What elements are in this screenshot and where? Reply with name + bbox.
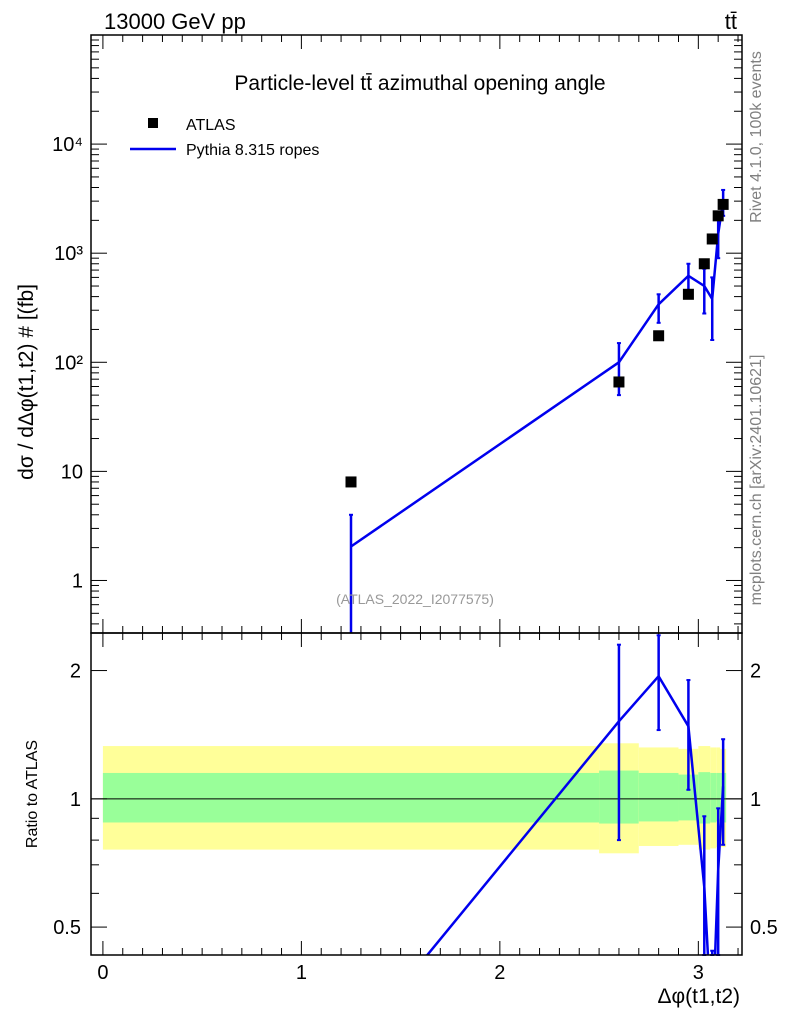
ratio-y-axis-label: Ratio to ATLAS [24, 740, 41, 848]
uncertainty-band-inner [102, 772, 600, 823]
atlas-data-point [613, 376, 625, 388]
main-y-tick-label: 10³ [54, 243, 83, 265]
energy-label: 13000 GeV pp [104, 9, 246, 34]
x-tick-label: 2 [494, 962, 505, 984]
ratio-y-tick-label: 2 [70, 661, 81, 683]
analysis-id: (ATLAS_2022_I2077575) [336, 591, 494, 607]
ratio-y-tick-label: 0.5 [53, 917, 81, 939]
atlas-data-point [698, 258, 710, 270]
atlas-data-point [345, 476, 357, 488]
ratio-panel: 0.5 0.5 1 1 2 2 0 1 2 3 Ratio to ATLAS Δφ(t1,t2) [24, 632, 778, 1008]
legend-label-atlas: ATLAS [186, 117, 236, 134]
main-data [345, 188, 729, 633]
x-tick-label: 3 [693, 962, 704, 984]
atlas-data-point [682, 288, 694, 300]
x-axis-label: Δφ(t1,t2) [658, 985, 741, 1008]
main-y-tick-label: 1 [72, 570, 83, 592]
pythia-line [350, 200, 725, 548]
ratio-frame [90, 632, 743, 956]
ratio-ticks: 0.5 0.5 1 1 2 2 0 1 2 3 [53, 633, 778, 984]
main-y-tick-label: 10 [61, 461, 83, 483]
process-label: tt̄ [725, 9, 737, 34]
atlas-data-point [706, 233, 718, 245]
legend-label-pythia: Pythia 8.315 ropes [186, 142, 319, 159]
atlas-data-point [712, 210, 724, 222]
legend: ATLAS Pythia 8.315 ropes [130, 117, 319, 159]
uncertainty-band-inner [638, 772, 679, 822]
atlas-data-point [653, 330, 665, 342]
source-label: mcplots.cern.ch [arXiv:2401.10621] [748, 355, 765, 606]
uncertainty-band-inner [716, 772, 721, 822]
uncertainty-band-inner [698, 772, 711, 824]
main-title: Particle-level tt̄ azimuthal opening ang… [234, 72, 605, 95]
atlas-data-point [717, 198, 729, 210]
ratio-data [425, 634, 726, 956]
main-y-tick-label: 10² [54, 352, 83, 374]
x-tick-label: 1 [296, 962, 307, 984]
ratio-bands [91, 743, 742, 854]
main-y-axis-label: dσ / dΔφ(t1,t2) # [(fb] [15, 284, 38, 480]
main-y-tick-label: 10⁴ [52, 134, 83, 156]
legend-marker-atlas [148, 118, 158, 128]
main-ticks: 1 10 10² 10³ 10⁴ [52, 34, 742, 633]
ratio-y-tick-label-right: 0.5 [750, 917, 778, 939]
ratio-y-tick-label: 1 [70, 789, 81, 811]
x-tick-label: 0 [97, 962, 108, 984]
main-panel: 1 10 10² 10³ 10⁴ Particle-level tt̄ azimutha… [15, 34, 743, 634]
ratio-y-tick-label-right: 2 [750, 661, 761, 683]
ratio-y-tick-label-right: 1 [750, 789, 761, 811]
rivet-label: Rivet 4.1.0, 100k events [748, 51, 765, 223]
ratio-line [425, 674, 725, 955]
uncertainty-band-inner [710, 772, 717, 823]
